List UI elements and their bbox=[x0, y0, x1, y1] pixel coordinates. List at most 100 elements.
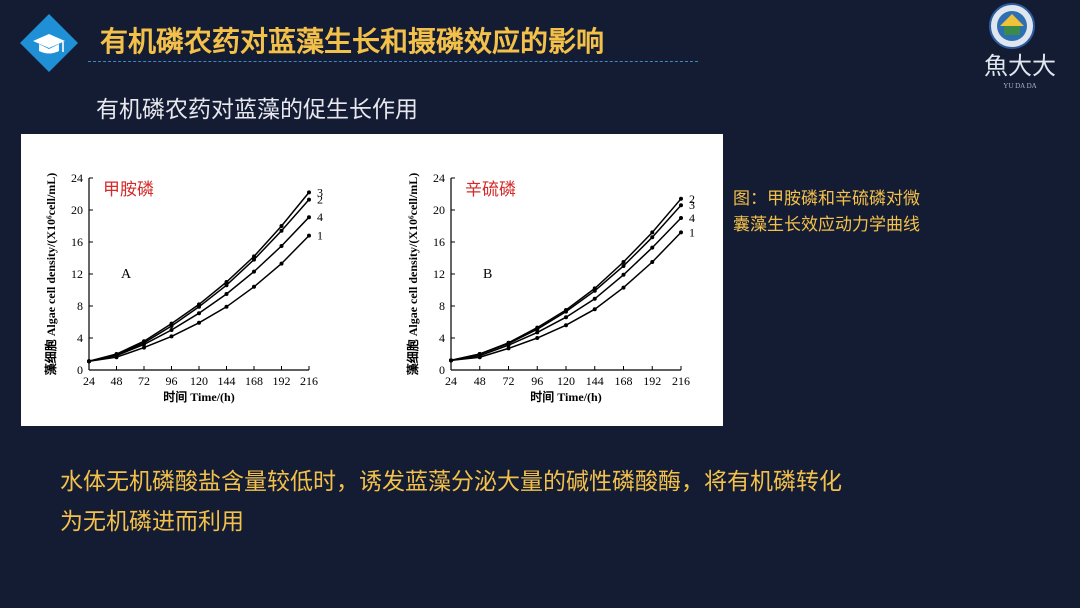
chart-2-series-3-point bbox=[650, 235, 655, 240]
chart-1-series-2-point bbox=[279, 228, 284, 233]
page-title: 有机磷农药对蓝藻生长和摄磷效应的影响 bbox=[100, 25, 605, 58]
chart-1-series-3-point bbox=[252, 254, 256, 259]
chart-2-y-axis-label: 藻细胞 Algae cell density/(X10⁶cell/mL) bbox=[405, 173, 420, 376]
chart-1-series-2-point bbox=[224, 283, 229, 288]
chart-1-x-tick-label: 24 bbox=[83, 374, 95, 388]
body-line-2: 为无机磷进而利用 bbox=[60, 509, 244, 535]
chart-1-y-tick-label: 20 bbox=[71, 203, 83, 217]
chart-2-y-tick-label: 24 bbox=[433, 171, 445, 185]
chart-1-series-4-point bbox=[224, 292, 229, 296]
chart-1-series-4-line bbox=[88, 216, 310, 362]
chart-2-series-3-label: 3 bbox=[689, 198, 695, 212]
chart-2-series-1-point bbox=[650, 260, 655, 264]
chart-1-series-1-point bbox=[169, 334, 174, 339]
body-line-1: 水体无机磷酸盐含量较低时，诱发蓝藻分泌大量的碱性磷酸酶，将有机磷转化 bbox=[60, 469, 842, 495]
chart-1-series-3-point bbox=[279, 224, 284, 228]
chart-1-series-4-point bbox=[169, 328, 174, 332]
chart-2-x-tick-label: 192 bbox=[643, 374, 661, 388]
chart-1-y-tick-label: 0 bbox=[77, 363, 83, 377]
chart-1-y-tick-label: 4 bbox=[77, 331, 83, 345]
chart-1-y-tick-label: 8 bbox=[77, 299, 83, 313]
chart-2-series-1-point bbox=[506, 346, 511, 351]
chart-2-series-4-point bbox=[679, 216, 683, 220]
chart-2-series-1-point bbox=[592, 307, 597, 312]
chart-1-series-2-point bbox=[307, 197, 311, 202]
body-paragraph: 水体无机磷酸盐含量较低时，诱发蓝藻分泌大量的碱性磷酸酶，将有机磷转化 为无机磷进… bbox=[60, 462, 1020, 542]
chart-2-title: 辛硫磷 bbox=[465, 180, 516, 199]
chart-1-series-4-point bbox=[197, 311, 201, 316]
chart-2-series-3-point bbox=[564, 309, 568, 314]
chart-1-x-tick-label: 120 bbox=[190, 374, 208, 388]
chart-2-series-2-point bbox=[650, 230, 655, 235]
chart-1-y-axis-label: 藻细胞 Algae cell density/(X10⁶cell/mL) bbox=[43, 173, 58, 376]
chart-2-series-1-line bbox=[450, 231, 682, 362]
chart-2-series-4-label: 4 bbox=[689, 211, 695, 225]
chart-2-x-tick-label: 48 bbox=[474, 374, 486, 388]
chart-2-x-tick-label: 216 bbox=[672, 374, 690, 388]
chart-1-x-axis-label: 时间 Time/(h) bbox=[163, 389, 234, 404]
logo-text: 魚大大 bbox=[984, 53, 1056, 80]
chart-2-series-1-point bbox=[564, 323, 568, 328]
chart-1-series-4-point bbox=[279, 244, 284, 248]
chart-2-series-4-point bbox=[564, 315, 568, 320]
chart-1-series-3-point bbox=[307, 190, 311, 195]
chart-1-y-tick-label: 16 bbox=[71, 235, 83, 249]
chart-2-series-1-point bbox=[477, 355, 482, 360]
graduation-cap-icon bbox=[20, 14, 78, 72]
chart-1-x-tick-label: 216 bbox=[300, 374, 318, 388]
chart-2-x-tick-label: 168 bbox=[615, 374, 633, 388]
chart-1-x-tick-label: 48 bbox=[111, 374, 123, 388]
chart-2-y-tick-label: 12 bbox=[433, 267, 445, 281]
chart-1-series-1-point bbox=[114, 355, 119, 360]
chart-1-series-2-point bbox=[169, 324, 174, 328]
chart-2-series-3-point bbox=[679, 203, 683, 208]
chart-1-series-1-point bbox=[307, 233, 311, 238]
chart-2-y-tick-label: 16 bbox=[433, 235, 445, 249]
chart-1-series-1-point bbox=[252, 284, 256, 289]
figure-panel: 0 4 8 12 16 20 24 24 48 72 96 120 144 168 192 216 时间 Tim… bbox=[21, 134, 723, 426]
chart-2-y-tick-label: 4 bbox=[439, 331, 445, 345]
chart-1-series-1-label: 1 bbox=[317, 229, 323, 243]
chart-1-x-tick-label: 144 bbox=[218, 374, 236, 388]
chart-2-x-axis-label: 时间 Time/(h) bbox=[530, 389, 601, 404]
chart-1-series-1-point bbox=[87, 359, 91, 364]
chart-2-y-tick-label: 20 bbox=[433, 203, 445, 217]
chart-1-series-1-point bbox=[224, 304, 229, 309]
chart-1-series-1-point bbox=[142, 345, 146, 350]
chart-2-series-3-point bbox=[535, 327, 540, 332]
chart-2-panel-letter: B bbox=[483, 267, 492, 282]
title-divider bbox=[88, 61, 698, 62]
chart-2-series-3-line bbox=[450, 204, 682, 362]
chart-2-series-2-label: 2 bbox=[689, 192, 695, 206]
chart-1-series-1-line bbox=[88, 235, 310, 362]
chart-1-series-4-point bbox=[252, 269, 256, 274]
chart-1-panel-letter: A bbox=[121, 267, 132, 282]
chart-2-series-4-point bbox=[621, 272, 626, 277]
chart-2-series-1-label: 1 bbox=[689, 225, 695, 239]
chart-1-series-1-point bbox=[197, 320, 201, 325]
chart-2-y-tick-label: 0 bbox=[439, 363, 445, 377]
chart-1-series-4-point bbox=[142, 342, 146, 347]
chart-2-series-3-point bbox=[621, 264, 626, 268]
chart-2-series-1-point bbox=[621, 285, 626, 290]
chart-2-series-3-point bbox=[592, 288, 597, 293]
caption-line-2: 囊藻生长效应动力学曲线 bbox=[733, 215, 920, 235]
chart-2-y-tick-label: 8 bbox=[439, 299, 445, 313]
chart-1-y-tick-label: 12 bbox=[71, 267, 83, 281]
chart-1-series-2-label: 2 bbox=[317, 193, 323, 207]
chart-1-series-3-label: 3 bbox=[317, 185, 323, 199]
chart-2-x-tick-label: 144 bbox=[586, 374, 604, 388]
chart-2-series-2-point bbox=[679, 196, 683, 201]
chart-2-series-1-point bbox=[535, 336, 540, 340]
chart-1-series-4-point bbox=[307, 215, 311, 220]
chart-1-series-3-point bbox=[224, 280, 229, 284]
chart-1-series-2-point bbox=[252, 257, 256, 262]
chart-1-series-2-point bbox=[197, 304, 201, 309]
chart-1-series-4-label: 4 bbox=[317, 210, 323, 224]
chart-2-series-1-point bbox=[449, 358, 453, 363]
chart-1-title: 甲胺磷 bbox=[103, 180, 154, 199]
university-logo: 魚大大 YU DA DA bbox=[984, 3, 1056, 90]
page-subtitle: 有机磷农药对蓝藻的促生长作用 bbox=[96, 97, 418, 123]
chart-2-x-tick-label: 24 bbox=[445, 374, 457, 388]
